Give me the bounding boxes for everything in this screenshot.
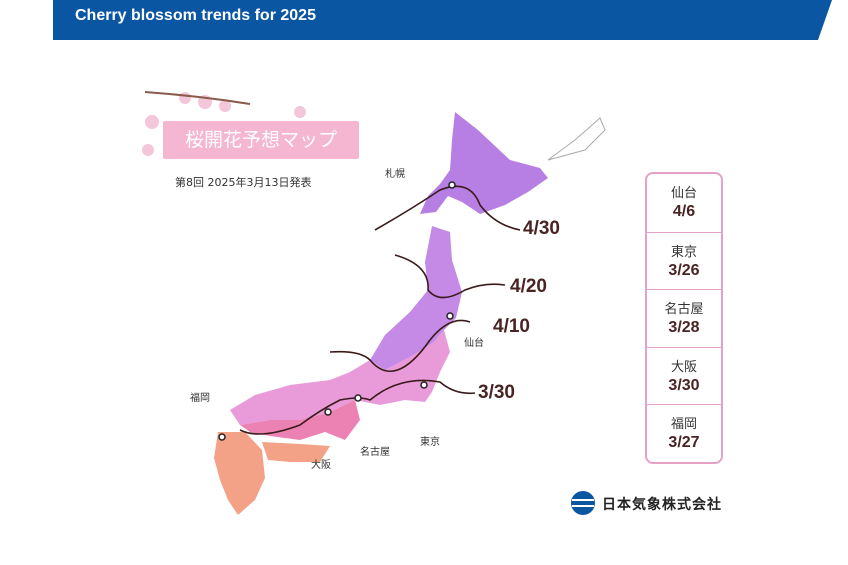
city-label: 仙台 — [464, 338, 484, 349]
table-city: 名古屋 — [664, 302, 704, 317]
header-background — [53, 0, 832, 40]
kyushu — [214, 432, 265, 515]
company-name: 日本気象株式会社 — [602, 497, 722, 513]
honshu-central — [230, 330, 450, 425]
isoline-label: 4/20 — [510, 276, 547, 297]
hokkaido — [420, 112, 548, 214]
table-date: 3/30 — [668, 376, 700, 394]
table-date: 3/26 — [668, 261, 700, 279]
isoline-label: 4/30 — [523, 218, 560, 239]
table-date: 3/28 — [668, 319, 700, 336]
table-city: 東京 — [670, 244, 697, 260]
shikoku — [262, 442, 330, 462]
isoline-label: 4/10 — [493, 316, 530, 337]
kinki — [240, 400, 360, 440]
table-city: 仙台 — [670, 186, 697, 201]
tohoku — [370, 226, 462, 370]
header-title: Cherry blossom trends for 2025 — [75, 7, 316, 24]
city-dots — [218, 181, 456, 441]
isoline-label: 3/30 — [478, 382, 515, 403]
table-row: 名古屋 3/28 — [647, 289, 721, 346]
table-date: 3/27 — [668, 434, 700, 451]
table-row: 東京 3/26 — [647, 231, 721, 289]
company-logo — [571, 491, 595, 515]
header-bar — [53, 0, 832, 40]
map-title: 桜開花予想マップ — [163, 121, 359, 159]
branch — [144, 91, 251, 105]
table-city: 福岡 — [670, 417, 697, 432]
city-label: 東京 — [420, 437, 440, 448]
map-subtitle: 第8回 2025年3月13日発表 — [175, 176, 312, 189]
islands — [547, 117, 606, 161]
city-label: 名古屋 — [360, 447, 390, 458]
table-row: 大阪 3/30 — [647, 346, 721, 404]
city-label: 大阪 — [311, 460, 331, 471]
city-label: 福岡 — [190, 393, 210, 404]
forecast-table: 仙台 4/6 東京 3/26 名古屋 3/28 大阪 3/30 福岡 3/27 — [645, 172, 723, 464]
city-label: 札幌 — [385, 169, 405, 180]
table-city: 大阪 — [670, 359, 697, 375]
table-date: 4/6 — [672, 203, 696, 220]
table-row: 福岡 3/27 — [647, 404, 721, 461]
japan-map — [142, 91, 606, 515]
table-row: 仙台 4/6 — [647, 174, 721, 230]
